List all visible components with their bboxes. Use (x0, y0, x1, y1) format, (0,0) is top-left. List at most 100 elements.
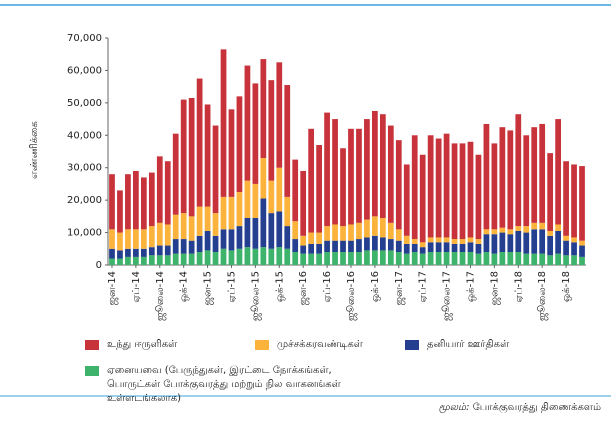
source: மூலம்: போக்குவரத்து திணைக்களம் (439, 402, 601, 414)
bar-segment (539, 253, 546, 265)
bar-segment (571, 164, 577, 238)
bar-segment (435, 252, 442, 265)
bar-segment (300, 235, 307, 246)
bar-segment (196, 78, 203, 207)
bar-segment (379, 237, 386, 251)
bar-segment (332, 252, 338, 265)
bar-segment (419, 247, 426, 254)
bar-segment (125, 229, 131, 249)
bar-segment (332, 240, 338, 253)
bar-segment (443, 133, 450, 238)
bar-segment (395, 252, 402, 265)
legend-swatch (255, 340, 269, 350)
bar-segment (531, 253, 538, 265)
bar-segment (348, 224, 354, 241)
bar-segment (427, 135, 434, 238)
bar-segment (515, 230, 522, 253)
bar-segment (188, 253, 195, 265)
bar-segment (403, 253, 410, 265)
bar-segment (467, 252, 474, 265)
bar-segment (308, 232, 315, 244)
bar-segment (228, 196, 235, 230)
bar-segment (459, 243, 466, 253)
bar-segment (427, 242, 434, 253)
bar-segment (148, 226, 155, 248)
bar-segment (228, 229, 235, 251)
bar-segment (236, 248, 243, 265)
bar-segment (204, 104, 211, 207)
bar-segment (475, 154, 482, 240)
bar-segment (172, 214, 179, 240)
bar-segment (348, 240, 354, 253)
bar-segment (324, 252, 330, 265)
x-tick-label: ஜன-16 (298, 271, 309, 305)
bar-segment (563, 240, 569, 256)
bar-segment (403, 243, 410, 254)
bar-segment (499, 252, 506, 265)
bar-segment (348, 252, 354, 265)
bar-segment (316, 253, 322, 265)
bar-segment (148, 247, 155, 256)
bar-segment (356, 239, 362, 253)
bar-segment (499, 227, 506, 233)
bar-segment (300, 170, 307, 236)
bar-segment (284, 85, 291, 197)
bar-segment (252, 217, 259, 249)
bar-segment (140, 177, 147, 230)
bar-segment (467, 237, 474, 243)
legend-item: ஏனையவை (பேருந்துகள், இரட்டை நோக்கங்கள், … (85, 364, 385, 406)
bar-segment (156, 222, 163, 246)
bar-segment (268, 180, 275, 214)
bar-segment (563, 161, 569, 236)
bar-segment (515, 226, 522, 231)
bar-segment (276, 211, 283, 248)
bar-segment (507, 229, 514, 235)
bar-segment (475, 243, 482, 254)
bar-segment (372, 250, 378, 265)
bar-segment (300, 253, 307, 265)
bar-segment (220, 229, 227, 249)
bar-segment (212, 213, 219, 236)
bar-segment (419, 253, 426, 265)
bar-segment (292, 239, 299, 253)
bar-segment (563, 255, 569, 265)
bar-segment (555, 230, 561, 254)
bar-segment (156, 255, 163, 265)
bar-segment (395, 240, 402, 253)
bar-segment (340, 252, 346, 265)
y-axis-label: எண்ணிக்கை (29, 121, 40, 179)
bar-segment (300, 245, 307, 254)
bar-segment (236, 192, 243, 227)
bar-segment (395, 140, 402, 230)
bar-segment (387, 239, 394, 251)
bar-segment (387, 125, 394, 223)
bar-segment (212, 235, 219, 253)
bar-segment (451, 239, 458, 244)
bar-segment (579, 240, 585, 246)
legend-label: முச்சக்கரவண்டிகள் (277, 339, 363, 350)
bar-segment (491, 143, 498, 230)
bar-segment (220, 49, 227, 197)
bar-segment (156, 156, 163, 223)
x-tick-label: ஜூலை-15 (250, 271, 261, 321)
legend-swatch (85, 340, 99, 350)
x-tick-label: ஜூலை-14 (155, 271, 166, 321)
bar-segment (220, 196, 227, 230)
bar-segment (117, 190, 123, 233)
bar-segment (435, 138, 442, 238)
bar-segment (164, 245, 171, 256)
bar-segment (356, 252, 362, 265)
bar-segment (419, 242, 426, 248)
bar-segment (443, 242, 450, 253)
bar-segment (172, 239, 179, 254)
bar-segment (356, 222, 362, 240)
bar-segment (364, 119, 370, 220)
y-tick-label: 10,000 (67, 228, 102, 239)
bar-segment (563, 235, 569, 241)
bar-segment (411, 243, 418, 253)
bar-segment (268, 80, 275, 181)
x-tick-label: ஒக்-15 (274, 271, 285, 302)
bar-segment (364, 250, 370, 265)
bar-segment (435, 237, 442, 243)
bar-segment (507, 130, 514, 230)
